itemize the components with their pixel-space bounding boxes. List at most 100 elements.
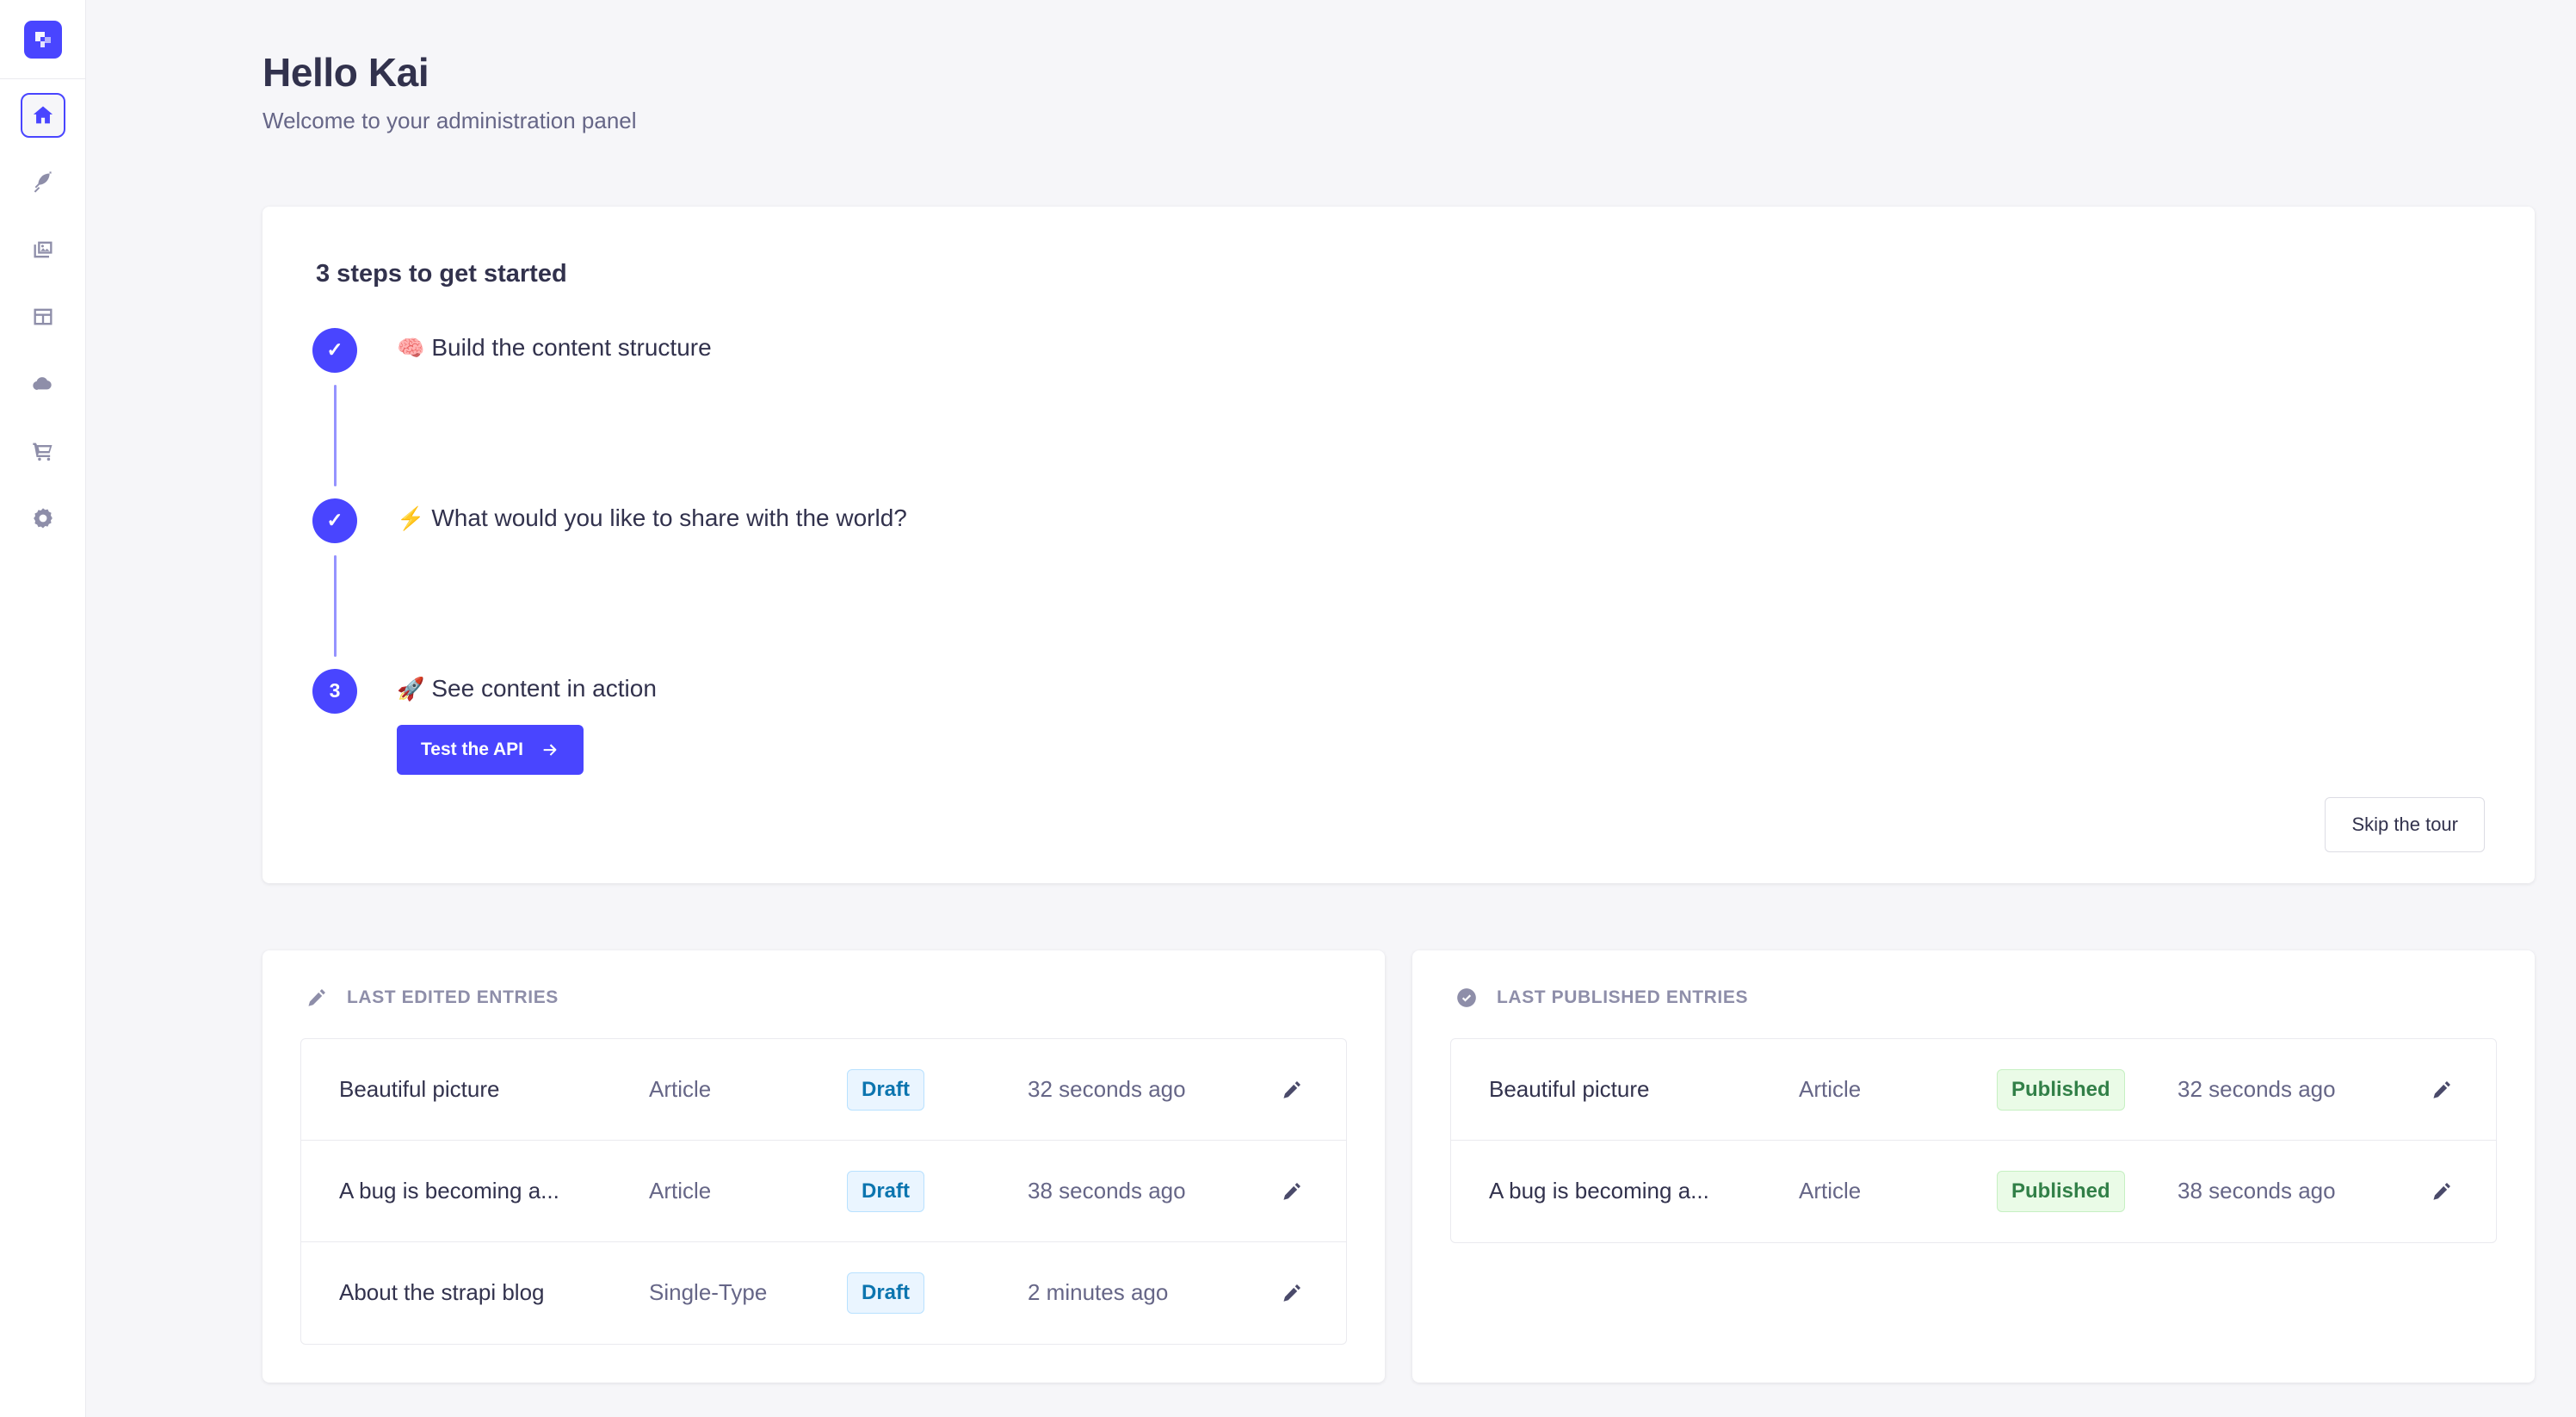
edit-entry-button[interactable]: [1276, 1175, 1308, 1208]
cell-entry-status: Draft: [847, 1170, 1028, 1212]
pencil-icon: [2433, 1182, 2450, 1200]
panel-last-published-entries: LAST PUBLISHED ENTRIES Beautiful picture…: [1412, 950, 2535, 1383]
onboarding-step[interactable]: 3 🚀 See content in action Test the API: [312, 668, 2485, 775]
step-label-text: See content in action: [431, 674, 657, 702]
panel-title: LAST EDITED ENTRIES: [347, 987, 559, 1007]
cell-entry-status: Draft: [847, 1068, 1028, 1111]
status-badge: Draft: [847, 1068, 925, 1111]
sidebar-item-home[interactable]: [20, 93, 65, 138]
step-bullet-check: ✓: [312, 327, 357, 373]
main-sidebar: [0, 0, 86, 1417]
status-badge: Draft: [847, 1272, 925, 1314]
sidebar-item-settings[interactable]: [21, 496, 65, 541]
table-row[interactable]: About the strapi blog Single-Type Draft …: [301, 1242, 1346, 1344]
rocket-icon: 🚀: [397, 675, 425, 702]
cell-entry-action: [1257, 1277, 1308, 1309]
panel-title: LAST PUBLISHED ENTRIES: [1497, 987, 1749, 1007]
cloud-icon: [32, 377, 52, 390]
status-badge: Published: [1997, 1068, 2125, 1111]
skip-tour-row: Skip the tour: [312, 796, 2485, 852]
page-title: Hello Kai: [263, 50, 429, 95]
onboarding-step[interactable]: ✓ ⚡ What would you like to share with the…: [312, 498, 2485, 669]
cell-entry-action: [2406, 1074, 2458, 1106]
sidebar-item-content-manager[interactable]: [21, 160, 65, 205]
sidebar-item-cloud[interactable]: [21, 362, 65, 406]
step-body: 🚀 See content in action Test the API: [357, 669, 657, 775]
cell-entry-title: Beautiful picture: [339, 1076, 500, 1103]
step-label: 🚀 See content in action: [397, 675, 657, 702]
cell-entry-type: Article: [1799, 1076, 1862, 1103]
cell-entry-type: Single-Type: [649, 1279, 768, 1306]
entries-table: Beautiful picture Article Published 32 s…: [1450, 1037, 2497, 1243]
panel-header: LAST PUBLISHED ENTRIES: [1455, 987, 2497, 1009]
step-marker-column: ✓: [312, 498, 357, 669]
table-row[interactable]: Beautiful picture Article Published 32 s…: [1451, 1039, 2496, 1141]
cell-entry-time: 32 seconds ago: [1028, 1076, 1186, 1103]
table-row[interactable]: Beautiful picture Article Draft 32 secon…: [301, 1039, 1346, 1141]
strapi-logo-glyph: [34, 31, 51, 47]
logo-zone: [0, 0, 85, 79]
cell-entry-time: 32 seconds ago: [2178, 1076, 2336, 1103]
cell-entry-time: 38 seconds ago: [2178, 1178, 2336, 1204]
pencil-icon: [1283, 1080, 1300, 1098]
cell-entry-title: About the strapi blog: [339, 1279, 545, 1306]
gear-icon: [33, 508, 53, 529]
cell-entry-title: A bug is becoming a...: [339, 1178, 559, 1204]
test-api-label: Test the API: [421, 739, 524, 759]
edit-entry-button[interactable]: [2425, 1175, 2458, 1208]
pencil-icon: [2433, 1080, 2450, 1098]
cell-entry-action: [1257, 1074, 1308, 1106]
image-stack-icon: [34, 241, 52, 258]
pencil-icon: [1283, 1182, 1300, 1200]
shopping-cart-icon: [32, 442, 52, 461]
sidebar-nav: [0, 79, 85, 541]
cell-entry-time: 38 seconds ago: [1028, 1178, 1186, 1204]
panel-last-edited-entries: LAST EDITED ENTRIES Beautiful picture Ar…: [263, 950, 1385, 1383]
step-body: 🧠 Build the content structure: [357, 328, 712, 362]
edit-entry-button[interactable]: [2425, 1074, 2458, 1106]
panel-header: LAST EDITED ENTRIES: [306, 987, 1347, 1009]
arrow-right-icon: [543, 744, 557, 756]
entries-panels: LAST EDITED ENTRIES Beautiful picture Ar…: [263, 950, 2535, 1383]
cell-entry-time: 2 minutes ago: [1028, 1279, 1169, 1306]
onboarding-step[interactable]: ✓ 🧠 Build the content structure: [312, 327, 2485, 498]
test-the-api-button[interactable]: Test the API: [397, 724, 584, 775]
step-marker-column: ✓: [312, 327, 357, 498]
main-content: Hello Kai Welcome to your administration…: [86, 0, 2576, 1417]
sidebar-item-media-library[interactable]: [21, 227, 65, 272]
skip-the-tour-button[interactable]: Skip the tour: [2325, 796, 2485, 852]
cell-entry-type: Article: [649, 1076, 712, 1103]
lightning-bolt-icon: ⚡: [397, 504, 425, 531]
step-label-text: What would you like to share with the wo…: [431, 504, 907, 531]
cell-entry-action: [2406, 1175, 2458, 1208]
step-bullet-number: 3: [312, 668, 357, 714]
feather-icon: [34, 171, 52, 193]
onboarding-heading: 3 steps to get started: [316, 259, 567, 288]
step-marker-column: 3: [312, 668, 357, 714]
step-connector-line: [333, 384, 337, 486]
cell-entry-status: Draft: [847, 1272, 1028, 1314]
cell-entry-action: [1257, 1175, 1308, 1208]
cell-entry-title: Beautiful picture: [1489, 1076, 1650, 1103]
table-row[interactable]: A bug is becoming a... Article Draft 38 …: [301, 1141, 1346, 1242]
onboarding-card: 3 steps to get started ✓ 🧠 Build the cont…: [263, 206, 2535, 883]
step-bullet-check: ✓: [312, 498, 357, 543]
table-row[interactable]: A bug is becoming a... Article Published…: [1451, 1141, 2496, 1242]
strapi-logo-icon[interactable]: [23, 20, 62, 59]
pencil-icon: [308, 988, 325, 1006]
step-body: ⚡ What would you like to share with the w…: [357, 498, 907, 532]
sidebar-item-content-type-builder[interactable]: [21, 294, 65, 339]
page-subtitle: Welcome to your administration panel: [263, 107, 637, 133]
check-circle-icon: [1457, 988, 1476, 1007]
edit-entry-button[interactable]: [1276, 1074, 1308, 1106]
edit-entry-button[interactable]: [1276, 1277, 1308, 1309]
layout-icon: [34, 308, 52, 325]
brain-icon: 🧠: [397, 334, 425, 361]
status-badge: Draft: [847, 1170, 925, 1212]
page-header: Hello Kai Welcome to your administration…: [86, 0, 2576, 134]
onboarding-steps-list: ✓ 🧠 Build the content structure ✓ ⚡ What w…: [312, 327, 2485, 775]
step-label: ⚡ What would you like to share with the w…: [397, 504, 907, 532]
step-label: 🧠 Build the content structure: [397, 334, 712, 362]
sidebar-item-marketplace[interactable]: [21, 429, 65, 473]
